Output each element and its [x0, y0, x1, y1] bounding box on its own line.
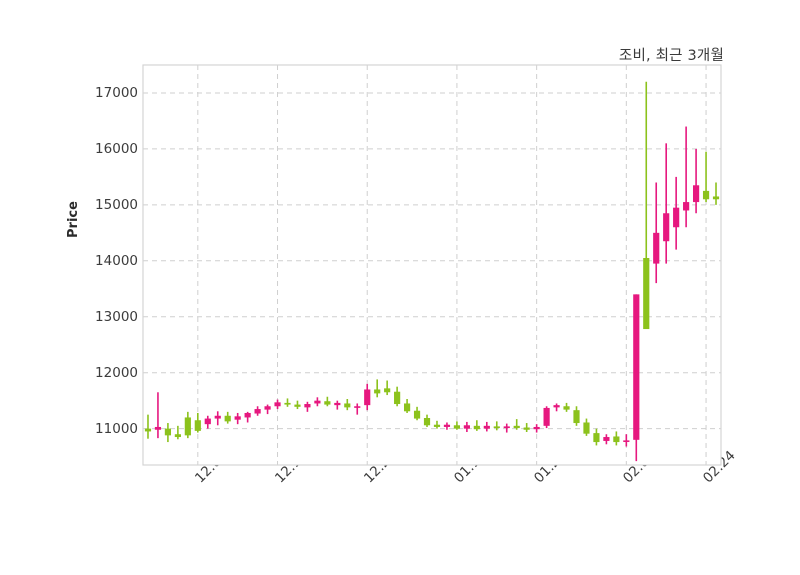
candlestick: [174, 425, 181, 440]
candlestick: [334, 400, 341, 410]
candlestick: [443, 422, 451, 430]
candlestick: [164, 423, 172, 443]
candlestick: [354, 403, 361, 415]
y-tick-label: 12000: [95, 364, 138, 381]
candlestick: [214, 411, 221, 426]
candlestick: [493, 421, 500, 431]
candlestick: [593, 428, 600, 446]
candlestick: [344, 398, 351, 411]
candlestick: [603, 434, 610, 445]
candlestick: [144, 414, 152, 439]
candlestick: [633, 294, 640, 462]
candlestick: [553, 403, 560, 412]
candlestick: [463, 421, 470, 432]
candlestick: [204, 415, 211, 429]
candlestick: [264, 404, 271, 415]
candlestick: [692, 148, 700, 214]
candlestick: [234, 412, 241, 425]
candlestick: [284, 398, 291, 407]
candlestick: [543, 406, 550, 429]
candlestick: [702, 151, 710, 203]
y-tick-label: 14000: [95, 252, 138, 269]
y-tick-label: 17000: [95, 84, 138, 101]
chart-title: 조비, 최근 3개월: [618, 48, 724, 64]
y-tick-label: 16000: [95, 140, 138, 157]
candlestick: [394, 386, 401, 407]
candlestick: [423, 414, 431, 427]
candlestick: [623, 434, 630, 447]
candlestick: [194, 412, 201, 433]
candlestick: [413, 406, 421, 421]
candlestick: [384, 380, 391, 396]
candlestick: [224, 411, 231, 424]
candlestick: [433, 420, 441, 429]
candlestick: [184, 411, 191, 439]
candlestick: [403, 398, 411, 413]
candlestick: [314, 397, 321, 407]
y-tick-label: 15000: [95, 196, 138, 213]
candlestick: [274, 399, 281, 410]
candlestick: [643, 81, 650, 330]
candlestick: [374, 379, 381, 398]
candlestick: [613, 431, 620, 446]
candlestick: [523, 423, 530, 432]
candlestick: [653, 182, 660, 284]
candlestick: [324, 396, 331, 407]
candlestick: [483, 421, 490, 432]
candlestick: [663, 143, 670, 264]
candlestick: [712, 182, 720, 205]
y-axis-ticks: 11000 12000 13000 14000 15000 16000 17000: [62, 0, 138, 575]
candlestick: [503, 423, 510, 433]
candlestick: [673, 176, 680, 250]
y-tick-label: 11000: [95, 420, 138, 437]
candlestick: [683, 126, 690, 228]
candlestick: [563, 402, 570, 412]
candlestick: [154, 392, 162, 439]
y-tick-label: 13000: [95, 308, 138, 325]
candlestick: [513, 419, 520, 430]
candlestick: [453, 421, 461, 430]
candlestick: [583, 418, 590, 436]
candlestick: [573, 406, 580, 426]
candlestick: [473, 420, 480, 431]
candlestick: [364, 383, 371, 411]
candlestick: [533, 424, 540, 433]
candlestick: [304, 401, 311, 412]
candlestick: [244, 411, 251, 423]
candlestick: [254, 406, 261, 416]
candlestick: [294, 400, 301, 410]
